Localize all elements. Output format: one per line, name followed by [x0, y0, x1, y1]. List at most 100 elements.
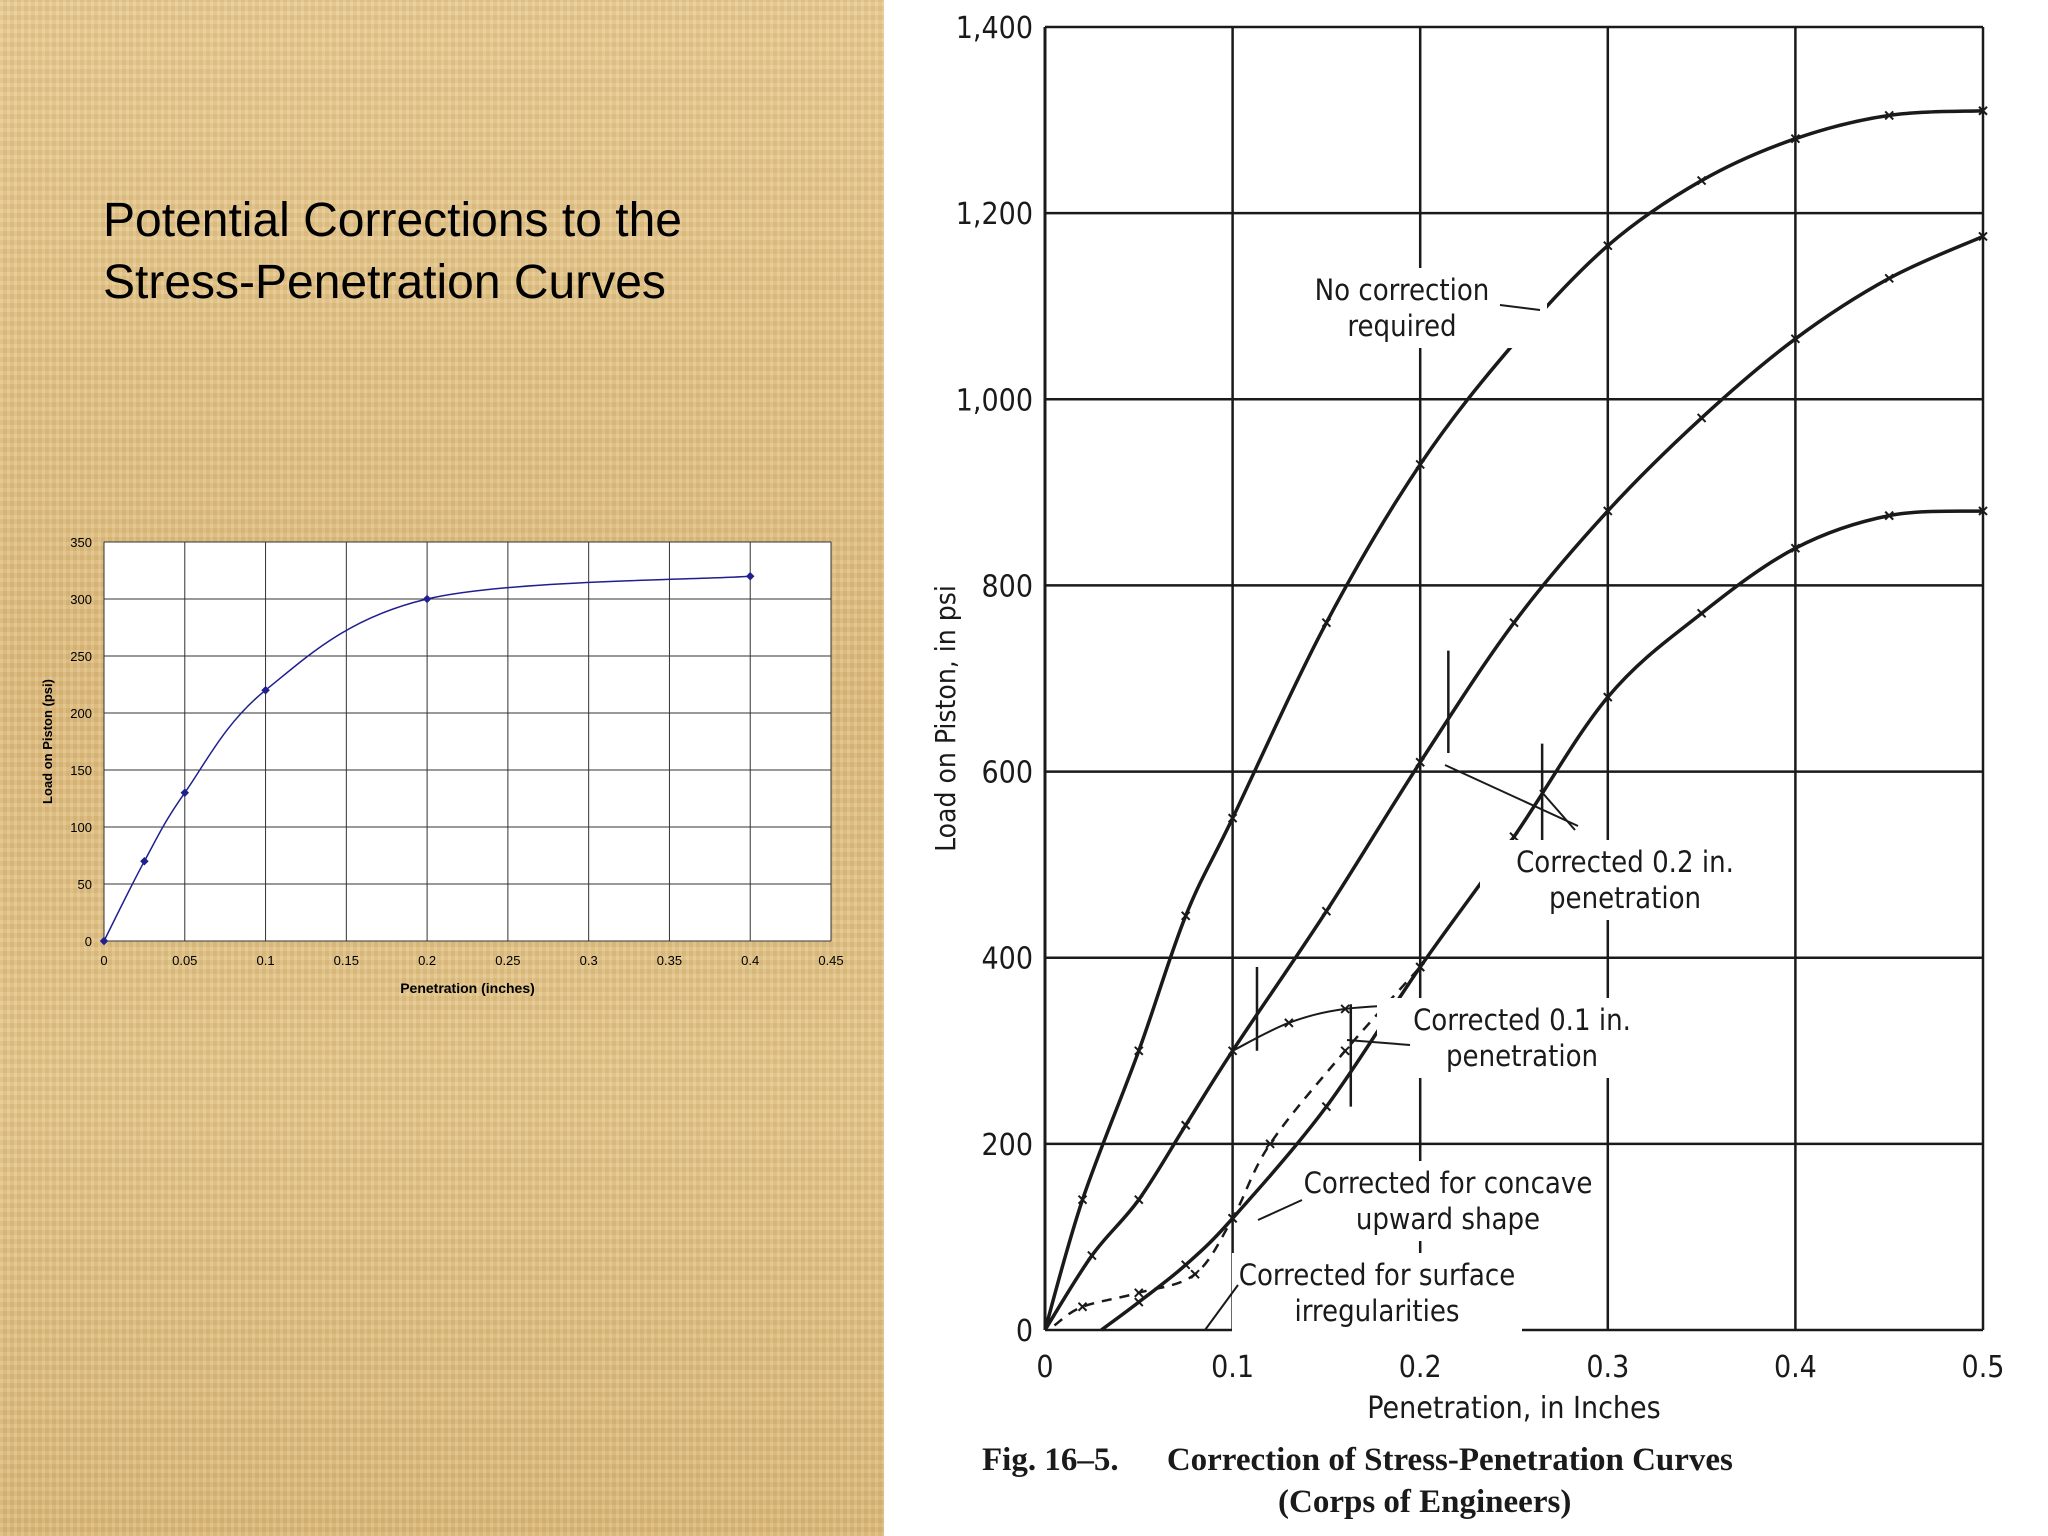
x-tick-label: 0 — [1036, 1350, 1053, 1385]
data-point — [1790, 133, 1801, 144]
y-tick-label: 0 — [85, 934, 92, 949]
data-point — [1134, 1046, 1144, 1056]
y-tick-label: 200 — [981, 1128, 1033, 1163]
slide-title-line-2: Stress-Penetration Curves — [103, 256, 666, 309]
data-point — [1415, 962, 1425, 972]
data-point — [1884, 110, 1894, 121]
data-point — [1227, 1213, 1238, 1224]
annotation-leader — [1499, 304, 1541, 311]
annotation-line-1: Corrected 0.2 in. — [1516, 845, 1734, 879]
data-point — [1978, 506, 1988, 516]
data-point — [1340, 1004, 1350, 1014]
data-point — [1696, 175, 1707, 186]
data-point — [1978, 231, 1988, 242]
y-tick-label: 400 — [981, 942, 1033, 977]
annotation-line-1: Corrected 0.1 in. — [1413, 1003, 1631, 1037]
y-axis-label: Load on Piston (psi) — [40, 679, 55, 804]
y-axis-label: Load on Piston, in psi — [929, 585, 962, 852]
figure-caption-line-1: Correction of Stress-Penetration Curves — [1166, 1442, 1733, 1478]
data-point — [1134, 1194, 1144, 1205]
data-point — [1227, 1046, 1238, 1056]
annotation-line-2: penetration — [1549, 881, 1701, 915]
x-tick-label: 0.3 — [580, 953, 598, 968]
figure-caption: Fig. 16–5. Correction of Stress-Penetrat… — [982, 1442, 1733, 1479]
figure-label: Fig. 16–5. — [982, 1442, 1119, 1478]
x-axis-label: Penetration, in Inches — [1367, 1391, 1660, 1426]
y-tick-label: 600 — [981, 756, 1033, 791]
annotation-leader — [1539, 789, 1576, 831]
y-tick-label: 0 — [1016, 1314, 1033, 1349]
data-point — [1087, 1250, 1097, 1261]
data-point — [1696, 608, 1707, 619]
y-tick-label: 1,000 — [956, 383, 1033, 418]
x-tick-label: 0.45 — [818, 953, 843, 968]
annotation-leader — [1257, 1199, 1303, 1221]
data-point — [1415, 757, 1425, 767]
data-point — [1509, 617, 1519, 628]
slide-background: Potential Corrections to the Stress-Pene… — [0, 0, 884, 1536]
data-point — [1284, 1018, 1294, 1028]
x-tick-label: 0.15 — [334, 953, 359, 968]
y-tick-label: 350 — [70, 535, 92, 550]
data-point — [1790, 543, 1801, 553]
annotation-background — [1257, 268, 1547, 348]
figure-caption-line-2: (Corps of Engineers) — [1278, 1484, 1572, 1520]
annotation-background — [1377, 998, 1667, 1078]
y-tick-label: 250 — [70, 649, 92, 664]
data-point — [1077, 1194, 1088, 1205]
annotation-line-1: Corrected for concave — [1304, 1166, 1593, 1200]
y-tick-label: 200 — [70, 706, 92, 721]
annotation-leader — [1444, 764, 1579, 827]
data-point — [1603, 506, 1613, 516]
annotation-leader — [1346, 1039, 1411, 1046]
data-point — [1190, 1269, 1200, 1279]
data-point — [1340, 1046, 1350, 1056]
data-point — [1180, 1120, 1191, 1130]
annotation-leader — [1204, 1284, 1239, 1331]
x-tick-label: 0.2 — [1399, 1350, 1442, 1385]
x-tick-label: 0.4 — [1774, 1350, 1817, 1385]
slide-title: Potential Corrections to the Stress-Pene… — [103, 190, 823, 314]
annotation-line-1: Corrected for surface — [1239, 1258, 1516, 1292]
x-tick-label: 0.2 — [418, 953, 436, 968]
x-tick-label: 0.25 — [495, 953, 520, 968]
data-point — [1134, 1297, 1144, 1307]
y-tick-label: 100 — [70, 820, 92, 835]
data-point — [1696, 413, 1707, 423]
data-point — [1180, 1260, 1191, 1270]
annotation-background — [1480, 840, 1770, 920]
data-point — [1884, 510, 1894, 521]
x-tick-label: 0.4 — [741, 953, 759, 968]
slide-title-line-1: Potential Corrections to the — [103, 194, 682, 247]
data-point — [1509, 832, 1519, 842]
data-point — [1265, 1139, 1275, 1149]
data-point — [1321, 1101, 1332, 1112]
annotation-line-2: required — [1347, 309, 1456, 343]
annotation-background — [1232, 1253, 1522, 1333]
data-point — [1978, 106, 1988, 116]
x-tick-label: 0.1 — [257, 953, 275, 968]
data-point — [422, 594, 432, 604]
y-tick-label: 1,400 — [956, 11, 1033, 46]
annotation-line-2: upward shape — [1356, 1202, 1540, 1236]
data-point — [1321, 617, 1332, 628]
data-point — [1180, 911, 1191, 921]
data-point — [1884, 273, 1894, 284]
x-tick-label: 0.35 — [657, 953, 682, 968]
data-point — [261, 685, 270, 695]
x-tick-label: 0 — [100, 953, 107, 968]
x-tick-label: 0.05 — [172, 953, 197, 968]
plot-area — [103, 541, 832, 942]
excel-line-chart: 0 0.05 0.1 0.15 0.2 0.25 0.3 0.35 0.4 0.45 0 50 100 1… — [40, 535, 844, 996]
y-tick-label: 800 — [981, 569, 1033, 604]
y-tick-label: 50 — [78, 877, 92, 892]
x-tick-label: 0.5 — [1962, 1350, 2005, 1385]
x-axis-label: Penetration (inches) — [400, 980, 535, 996]
data-point — [1415, 459, 1425, 470]
data-point — [1077, 1302, 1088, 1312]
x-tick-label: 0.1 — [1211, 1350, 1254, 1385]
data-point — [1321, 906, 1332, 916]
y-tick-label: 150 — [70, 763, 92, 778]
data-point — [1790, 334, 1801, 344]
